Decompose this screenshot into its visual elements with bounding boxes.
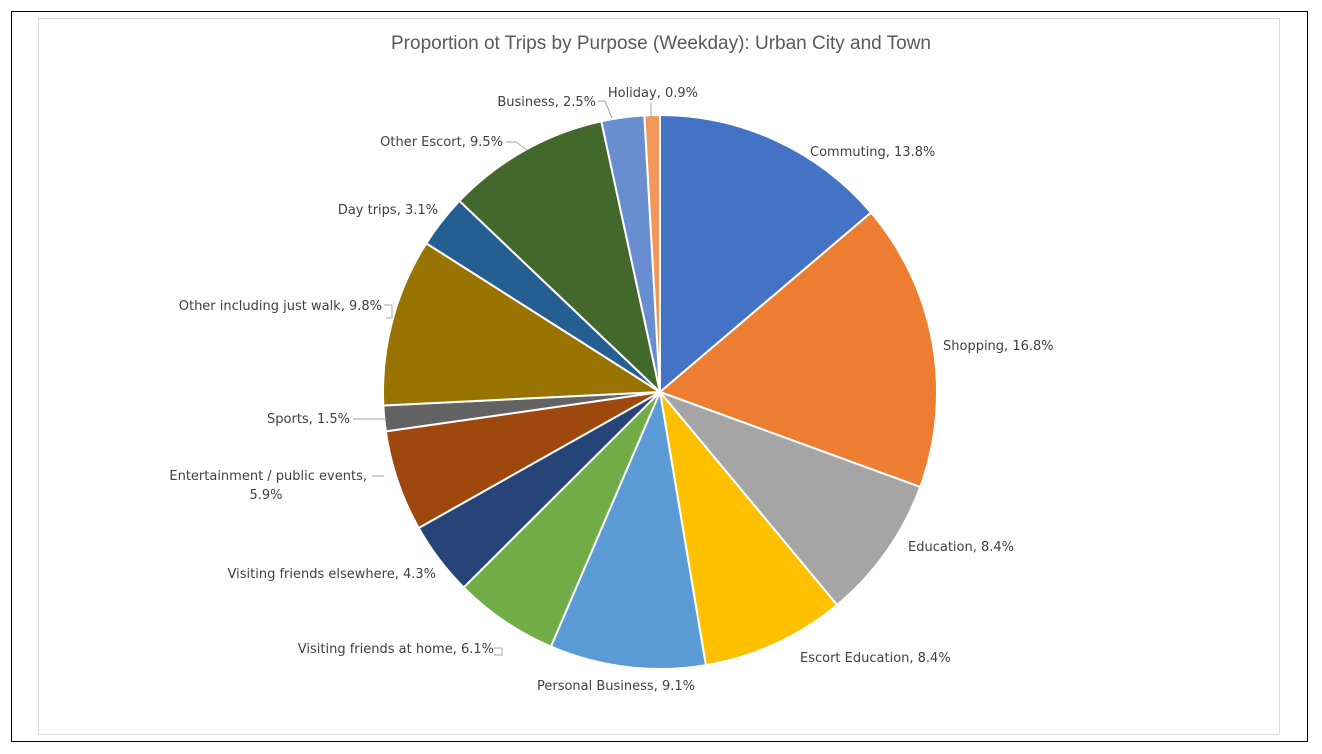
- slice-label: Day trips, 3.1%: [338, 203, 438, 218]
- pie-slice-other-including-just-walk: [382, 241, 664, 407]
- slice-label: Visiting friends at home, 6.1%: [298, 642, 494, 657]
- outer-frame: [11, 11, 1308, 742]
- pie-slice-education: [656, 389, 922, 607]
- leader-line: [506, 141, 528, 151]
- chart-area: [38, 18, 1280, 735]
- slice-label: Shopping, 16.8%: [943, 339, 1054, 354]
- pie-slice-holiday: [643, 113, 661, 393]
- pie-slice-escort-education: [658, 388, 839, 667]
- slice-label: Sports, 1.5%: [267, 412, 350, 427]
- pie-slices: [382, 113, 938, 670]
- slice-label: Business, 2.5%: [497, 95, 596, 110]
- leader-line: [598, 100, 613, 119]
- slice-label: Other including just walk, 9.8%: [179, 299, 382, 314]
- slice-label: Visiting friends elsewhere, 4.3%: [228, 567, 436, 582]
- chart-title: Proportion ot Trips by Purpose (Weekday)…: [391, 33, 931, 54]
- slice-label: Commuting, 13.8%: [810, 145, 935, 160]
- slice-label: Holiday, 0.9%: [608, 86, 698, 101]
- slice-label: Education, 8.4%: [908, 540, 1014, 555]
- slice-label: Escort Education, 8.4%: [800, 651, 951, 666]
- slice-label: Entertainment / public events, 5.9%: [169, 469, 367, 503]
- leader-line: [494, 647, 503, 656]
- leader-line: [384, 304, 393, 319]
- leader-lines: [353, 100, 652, 656]
- slice-label: Other Escort, 9.5%: [380, 135, 503, 150]
- slice-label: Personal Business, 9.1%: [537, 679, 695, 694]
- pie-slice-other-escort: [458, 120, 662, 395]
- pie-slice-shopping: [658, 211, 938, 489]
- pie-slice-commuting: [659, 113, 873, 395]
- pie-slice-personal-business: [549, 388, 708, 670]
- slice-labels: Commuting, 13.8% Shopping, 16.8% Education…: [169, 86, 1053, 694]
